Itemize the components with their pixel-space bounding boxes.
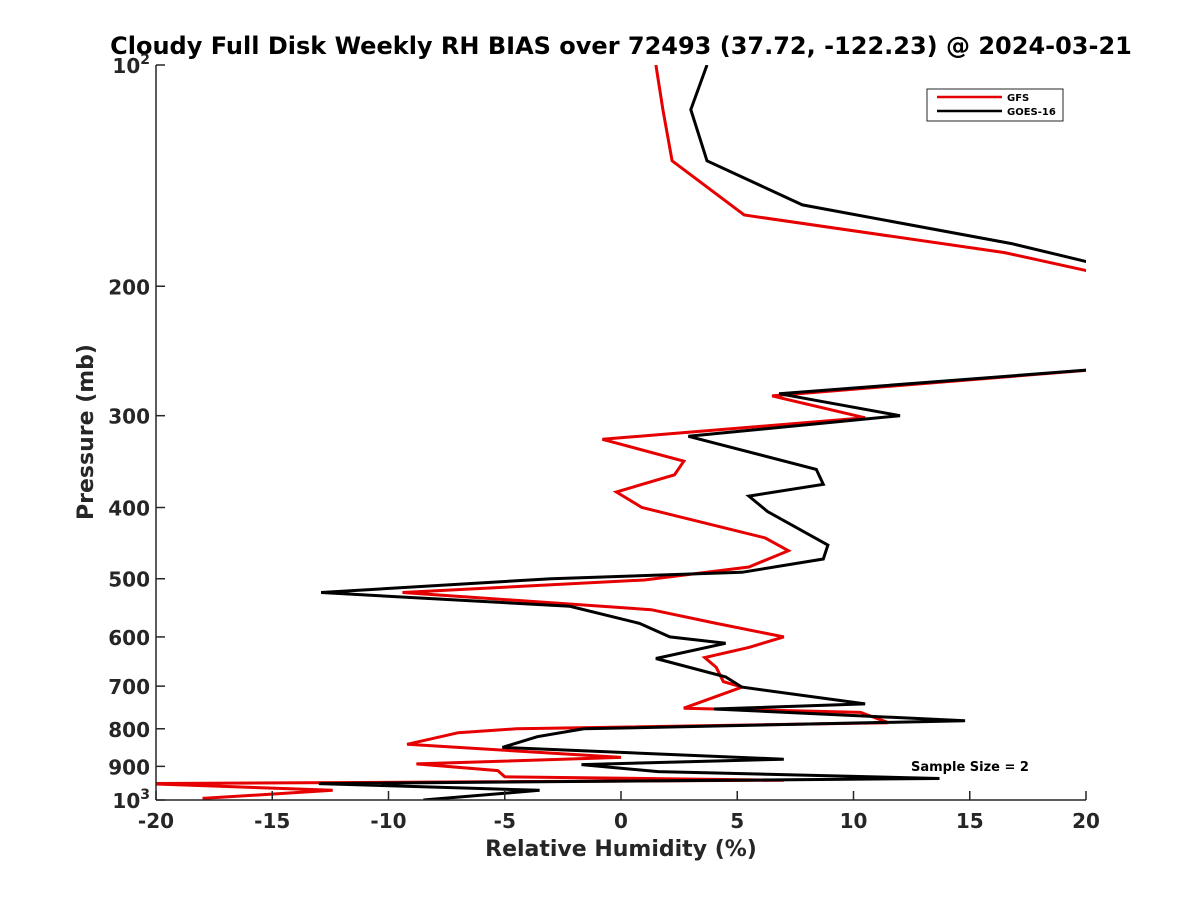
- y-ticks: 102 200 300 400 500 600 700 800 900 103: [108, 52, 165, 813]
- y-tick-label: 102: [112, 52, 150, 78]
- legend-label-gfs: GFS: [1007, 93, 1029, 104]
- x-tick-label: -15: [254, 809, 290, 833]
- y-axis-label: Pressure (mb): [74, 344, 99, 520]
- x-tick-label: 5: [730, 809, 744, 833]
- series-line-goes16-segment-0: [689, 65, 1086, 264]
- y-tick-label: 900: [108, 755, 150, 779]
- x-tick-label: 10: [840, 809, 868, 833]
- x-tick-label: -5: [494, 809, 516, 833]
- x-ticks: -20 -15 -10 -5 0 5 10 15 20: [138, 791, 1100, 833]
- y-tick-label: 700: [108, 675, 150, 699]
- y-tick-label: 103: [112, 787, 150, 813]
- plot-area: [156, 65, 1086, 800]
- series-layer: [156, 65, 1086, 800]
- x-tick-label: 15: [956, 809, 984, 833]
- legend: GFS GOES-16: [926, 88, 1064, 122]
- y-tick-label: 600: [108, 626, 150, 650]
- y-tick-label: 300: [108, 405, 150, 429]
- series-line-gfs-segment-0: [654, 65, 1086, 273]
- legend-label-goes16: GOES-16: [1007, 107, 1056, 118]
- y-tick-label: 200: [108, 275, 150, 299]
- legend-box: [926, 88, 1064, 122]
- x-tick-label: -10: [370, 809, 406, 833]
- x-tick-label: -20: [138, 809, 174, 833]
- series-line-goes16-segment-1: [318, 368, 1086, 800]
- x-axis-label: Relative Humidity (%): [485, 837, 757, 862]
- x-tick-label: 0: [614, 809, 628, 833]
- series-line-gfs-segment-1: [156, 368, 1086, 800]
- x-tick-label: 20: [1072, 809, 1100, 833]
- y-tick-label: 500: [108, 568, 150, 592]
- y-tick-label: 400: [108, 497, 150, 521]
- y-tick-label: 800: [108, 718, 150, 742]
- sample-size-annotation: Sample Size = 2: [911, 760, 1029, 775]
- chart-title: Cloudy Full Disk Weekly RH BIAS over 724…: [110, 32, 1132, 60]
